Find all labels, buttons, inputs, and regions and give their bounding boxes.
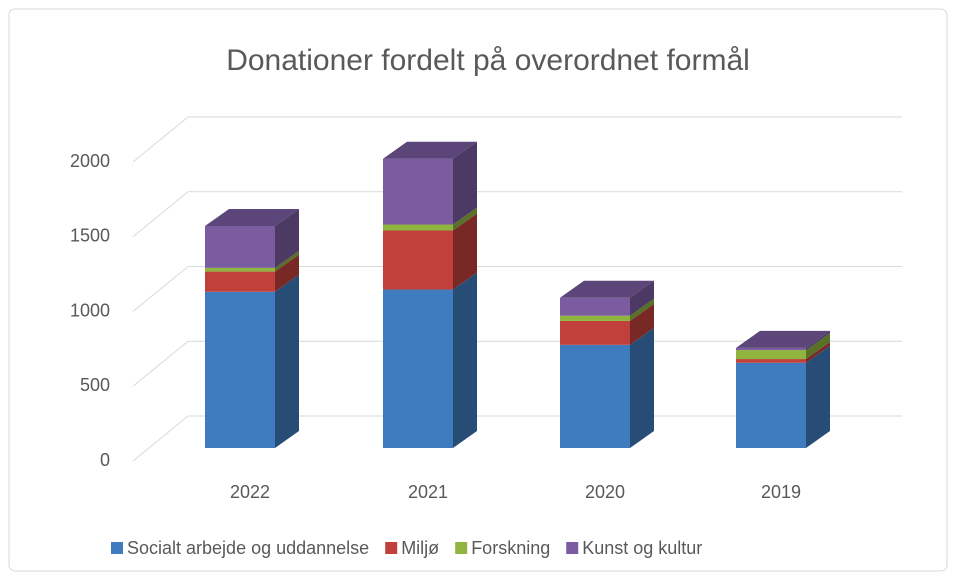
- bar-top: [205, 208, 299, 226]
- y-tick-label: 1000: [70, 300, 110, 320]
- bar-segment: [383, 230, 453, 290]
- x-tick-label: 2022: [230, 482, 270, 502]
- bar-segment: [205, 271, 275, 292]
- x-tick-label: 2021: [408, 482, 448, 502]
- bar-side: [275, 274, 299, 448]
- grid-line: [132, 340, 902, 387]
- bar-segment: [736, 362, 806, 448]
- grid-line: [132, 266, 902, 312]
- y-tick-label: 0: [100, 450, 110, 470]
- bar-segment: [736, 359, 806, 363]
- legend-label: Miljø: [401, 538, 439, 558]
- grid-line: [132, 191, 902, 238]
- bar-side: [806, 342, 830, 363]
- bar-top: [736, 330, 830, 348]
- bar-side: [806, 330, 830, 351]
- bar-side: [453, 272, 477, 448]
- bar-side: [630, 327, 654, 448]
- legend-label: Socialt arbejde og uddannelse: [127, 538, 369, 558]
- bar-segment: [736, 347, 806, 351]
- legend-swatch: [455, 542, 468, 554]
- bar-segment: [736, 350, 806, 360]
- x-tick-label: 2020: [585, 482, 625, 502]
- legend-swatch: [566, 542, 579, 554]
- bar-top: [560, 280, 654, 298]
- bar-segment: [205, 267, 275, 272]
- legend-label: Kunst og kultur: [582, 538, 702, 558]
- chart-border: [8, 8, 948, 572]
- bar-side: [630, 303, 654, 345]
- bar-segment: [383, 158, 453, 225]
- bar-side: [275, 254, 299, 292]
- bar-side: [275, 250, 299, 272]
- bar-side: [630, 298, 654, 321]
- legend-label: Forskning: [471, 538, 550, 558]
- bar-segment: [560, 320, 630, 345]
- y-tick-label: 1500: [70, 226, 110, 246]
- x-tick-label: 2019: [761, 482, 801, 502]
- y-tick-label: 2000: [70, 151, 110, 171]
- bar-side: [453, 141, 477, 225]
- bar-top: [383, 141, 477, 159]
- bar-segment: [205, 225, 275, 268]
- bar-side: [275, 208, 299, 268]
- bar-side: [453, 213, 477, 290]
- bar-segment: [205, 291, 275, 448]
- legend-swatch: [111, 542, 123, 554]
- bar-side: [630, 280, 654, 316]
- y-tick-label: 500: [80, 375, 110, 395]
- bar-side: [453, 207, 477, 231]
- legend-swatch: [385, 542, 398, 554]
- bar-segment: [560, 315, 630, 321]
- bar-segment: [560, 297, 630, 316]
- bar-segment: [560, 344, 630, 448]
- bar-segment: [383, 224, 453, 231]
- grid-line: [132, 415, 902, 462]
- bar-side: [806, 345, 830, 448]
- bar-side: [806, 333, 830, 360]
- chart-title: Donationer fordelt på overordnet formål: [226, 44, 750, 77]
- bar-segment: [383, 289, 453, 448]
- grid-line: [132, 116, 902, 163]
